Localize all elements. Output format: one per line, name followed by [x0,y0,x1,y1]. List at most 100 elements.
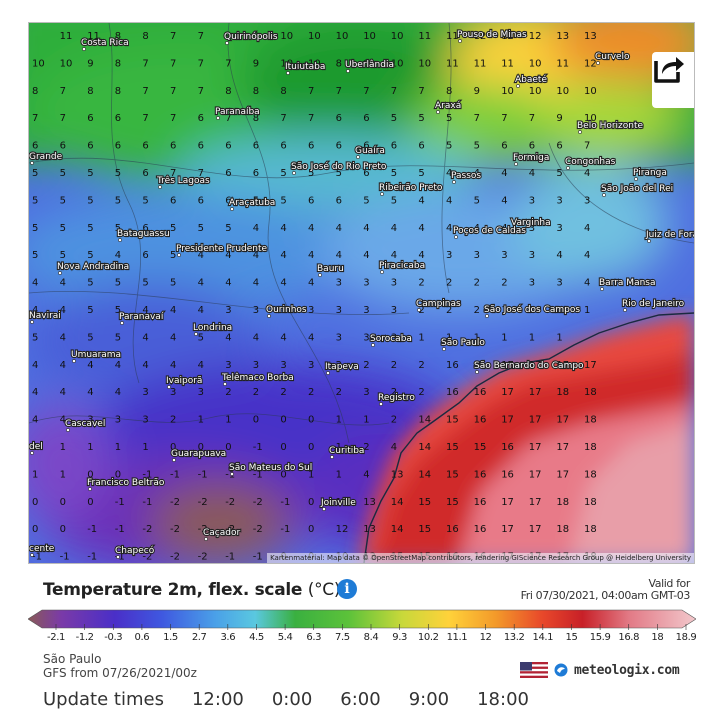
grid-value: 1 [336,415,342,426]
grid-value: -1 [253,552,263,563]
grid-value: 3 [142,415,148,426]
grid-value: 1 [556,332,562,343]
grid-value: 2 [280,387,286,398]
grid-value: 10 [280,58,293,69]
grid-value: 13 [363,497,376,508]
update-time: 0:00 [271,689,313,710]
grid-value: 4 [60,278,66,289]
grid-value: 1 [529,305,535,316]
grid-value: 18 [584,442,597,453]
color-scale-bar [28,609,696,630]
grid-value: 0 [60,497,66,508]
grid-value: -2 [253,524,263,535]
svg-text:São José dos Campos: São José dos Campos [484,304,580,315]
grid-value: 4 [446,223,452,234]
grid-value: 0 [308,415,314,426]
scale-tick-label: 16.8 [618,632,640,643]
svg-text:del: del [29,442,43,452]
update-time: 9:00 [408,689,450,710]
svg-text:Bauru: Bauru [317,264,344,274]
grid-value: 7 [170,168,176,179]
grid-value: 6 [87,141,93,152]
grid-value: 2 [253,387,259,398]
grid-value: 0 [308,497,314,508]
svg-text:Ribeirão Preto: Ribeirão Preto [379,183,443,193]
grid-value: -2 [198,552,208,563]
grid-value: 3 [198,387,204,398]
grid-value: 8 [32,86,38,97]
grid-value: 3 [529,195,535,206]
grid-value: -2 [170,552,180,563]
grid-value: 5 [115,223,121,234]
city-label: Caçador [202,527,242,541]
grid-value: 18 [584,497,597,508]
grid-value: 4 [198,278,204,289]
brand[interactable]: meteologix.com [520,662,680,678]
grid-value: 5 [87,195,93,206]
svg-text:cente: cente [29,544,55,554]
us-flag-icon[interactable] [520,662,548,678]
grid-value: 4 [32,305,38,316]
grid-value: 5 [198,332,204,343]
grid-value: 5 [32,250,38,261]
grid-value: 4 [87,360,93,371]
svg-text:Sorocaba: Sorocaba [370,334,412,344]
grid-value: 10 [32,58,45,69]
grid-value: -1 [60,552,70,563]
color-scale-ticks: -2.1 -1.2 -0.3 0.6 1.5 2.7 3.6 4.5 5.4 6.3 7.5 8.4 9… [0,632,720,646]
svg-text:Piranga: Piranga [633,168,667,178]
grid-value: 13 [584,31,597,42]
city-label: Costa Rica [80,37,130,51]
model-run: GFS from 07/26/2021/00z [43,666,197,680]
grid-value: -1 [253,442,263,453]
info-icon[interactable]: i [337,579,357,599]
grid-value: 16 [474,524,487,535]
share-button[interactable] [652,52,694,108]
grid-value: 4 [253,250,259,261]
grid-value: 10 [584,113,597,124]
grid-value: 14 [418,415,431,426]
meteologix-logo-icon [554,663,568,677]
grid-value: 4 [556,250,562,261]
grid-value: 0 [170,442,176,453]
grid-value: 2 [418,278,424,289]
grid-value: 4 [253,223,259,234]
grid-value: 2 [336,387,342,398]
grid-value: 4 [308,223,314,234]
grid-value: 8 [115,58,121,69]
svg-text:Cascavel: Cascavel [65,419,105,429]
grid-value: 6 [363,141,369,152]
city-label: Passos [450,170,483,184]
grid-value: 4 [60,387,66,398]
grid-value: 4 [87,387,93,398]
grid-value: 10 [308,58,321,69]
temperature-map[interactable]: 11 11 8 8 7 7 9 9 10 10 10 10 10 11 11 12 12 12 13 13 10 10 9 8… [28,22,695,564]
share-icon [654,57,684,83]
grid-value: 10 [529,58,542,69]
grid-value: -1 [87,524,97,535]
grid-value: 17 [529,415,542,426]
grid-value: 8 [253,86,259,97]
grid-value: -2 [198,524,208,535]
grid-value: 16 [501,442,514,453]
grid-value: 7 [391,86,397,97]
grid-value: 0 [32,497,38,508]
city-label: Guaíra [354,145,386,159]
grid-value: -1 [280,524,290,535]
city-label: São Bernardo do Campo [473,360,585,374]
scale-tick-label: 12 [479,632,492,643]
grid-value: 0 [87,497,93,508]
grid-value: 5 [170,278,176,289]
city-label: Curvelo [594,51,631,65]
grid-value: 4 [142,332,148,343]
grid-value: 4 [446,195,452,206]
grid-value: 4 [501,168,507,179]
grid-value: 2 [170,415,176,426]
grid-value: 7 [170,86,176,97]
grid-value: 5 [32,332,38,343]
grid-value: 4 [308,250,314,261]
city-label: São Mateus do Sul [228,462,313,476]
grid-value: 6 [280,141,286,152]
svg-text:Barra Mansa: Barra Mansa [599,278,656,288]
grid-value: 4 [142,305,148,316]
